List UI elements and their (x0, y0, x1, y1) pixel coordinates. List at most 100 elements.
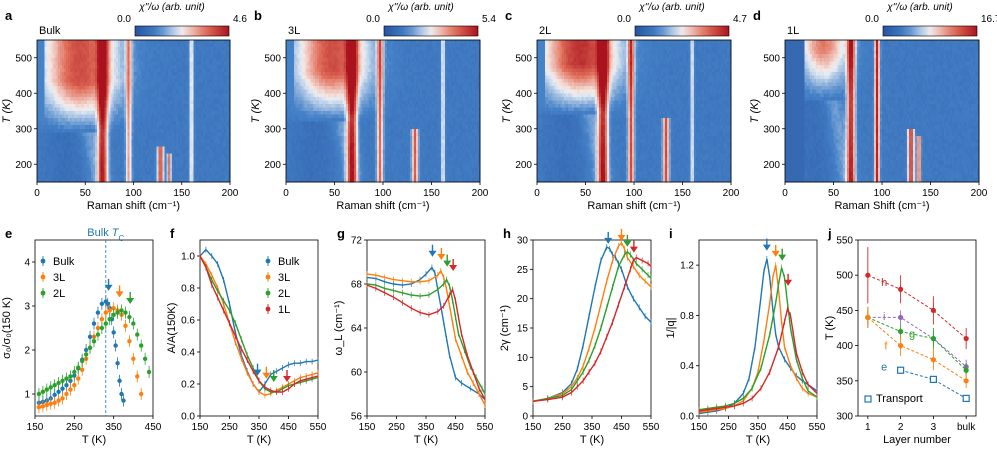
heatmap-cell (206, 160, 210, 165)
heatmap-cell (216, 64, 219, 69)
heatmap-cell (58, 43, 61, 48)
heatmap-cell (427, 57, 430, 62)
heatmap-cell (67, 118, 71, 123)
heatmap-cell (162, 47, 165, 52)
y-tick-label: 500 (15, 53, 32, 64)
heatmap-cell (212, 61, 215, 66)
heatmap-cell (119, 43, 123, 48)
heatmap-cell (56, 128, 59, 133)
heatmap-cell (216, 157, 219, 162)
heatmap-cell (116, 167, 119, 172)
heatmap-cell (127, 125, 131, 130)
heatmap-cell (60, 107, 63, 112)
heatmap-cell (400, 40, 403, 44)
heatmap-cell (371, 68, 374, 73)
heatmap-cell (75, 47, 78, 52)
heatmap-cell (129, 132, 132, 137)
heatmap-cell (143, 71, 146, 76)
heatmap-cell (201, 68, 204, 73)
heatmap-cell (100, 164, 104, 169)
heatmap-cell (414, 54, 417, 59)
heatmap-cell (135, 79, 138, 83)
heatmap-cell (214, 178, 217, 183)
heatmap-cell (216, 125, 219, 130)
heatmap-cell (71, 139, 75, 144)
heatmap-cell (106, 68, 109, 73)
heatmap-cell (106, 61, 109, 66)
heatmap-cell (154, 157, 158, 162)
heatmap-cell (87, 132, 90, 137)
heatmap-cell (85, 93, 88, 98)
heatmap-cell (54, 178, 57, 183)
heatmap-cell (119, 47, 123, 52)
heatmap-cell (168, 150, 171, 154)
heatmap-cell (334, 61, 337, 66)
heatmap-cell (470, 43, 473, 48)
heatmap-cell (100, 150, 104, 154)
heatmap-cell (62, 114, 65, 119)
heatmap-cell (46, 103, 49, 108)
heatmap-cell (79, 47, 82, 52)
heatmap-cell (206, 82, 210, 87)
heatmap-cell (210, 103, 214, 108)
heatmap-cell (121, 50, 125, 55)
heatmap-cell (419, 61, 423, 66)
heatmap-cell (170, 160, 173, 165)
heatmap-cell (38, 121, 42, 126)
heatmap-cell (119, 89, 123, 94)
heatmap-cell (38, 89, 42, 94)
heatmap-cell (56, 121, 59, 126)
heatmap-cell (181, 103, 185, 108)
heatmap-cell (202, 153, 206, 158)
heatmap-cell (64, 93, 67, 98)
heatmap-cell (462, 54, 465, 59)
heatmap-cell (79, 164, 82, 169)
heatmap-cell (212, 75, 215, 80)
heatmap-cell (299, 64, 302, 69)
heatmap-cell (160, 157, 163, 162)
heatmap-cell (427, 64, 430, 69)
heatmap-cell (152, 47, 156, 52)
heatmap-cell (116, 139, 119, 144)
heatmap-cell (135, 111, 138, 115)
heatmap-cell (150, 71, 154, 76)
heatmap-cell (228, 79, 231, 83)
heatmap-cell (64, 121, 67, 126)
heatmap-cell (164, 54, 167, 59)
heatmap-cell (119, 135, 123, 140)
heatmap-cell (131, 128, 134, 133)
heatmap-cell (361, 50, 364, 55)
heatmap-cell (40, 132, 44, 137)
heatmap-cell (60, 111, 63, 115)
heatmap-cell (158, 47, 161, 52)
heatmap-cell (334, 71, 337, 76)
colorbar-min: 0.0 (366, 14, 380, 25)
heatmap-cell (201, 40, 204, 44)
heatmap-cell (145, 174, 148, 179)
heatmap-cell (478, 43, 481, 48)
heatmap-cell (133, 50, 136, 55)
heatmap-cell (204, 118, 208, 123)
heatmap-cell (96, 128, 100, 133)
heatmap-cell (160, 54, 163, 59)
heatmap-cell (466, 61, 469, 66)
heatmap-cell (187, 68, 190, 73)
heatmap-cell (228, 111, 231, 115)
heatmap-cell (127, 100, 131, 105)
heatmap-cell (367, 71, 370, 76)
heatmap-cell (137, 86, 140, 91)
heatmap-cell (429, 47, 432, 52)
heatmap-cell (152, 153, 156, 158)
heatmap-cell (65, 57, 69, 62)
heatmap-cell (71, 43, 75, 48)
heatmap-cell (156, 89, 159, 94)
heatmap-cell (114, 171, 117, 176)
heatmap-cell (195, 139, 198, 144)
heatmap-cell (37, 128, 40, 133)
heatmap-cell (92, 153, 96, 158)
heatmap-cell (46, 142, 49, 147)
heatmap-cell (468, 50, 471, 55)
heatmap-cell (139, 167, 142, 172)
heatmap-cell (369, 47, 372, 52)
heatmap-cell (67, 146, 71, 151)
